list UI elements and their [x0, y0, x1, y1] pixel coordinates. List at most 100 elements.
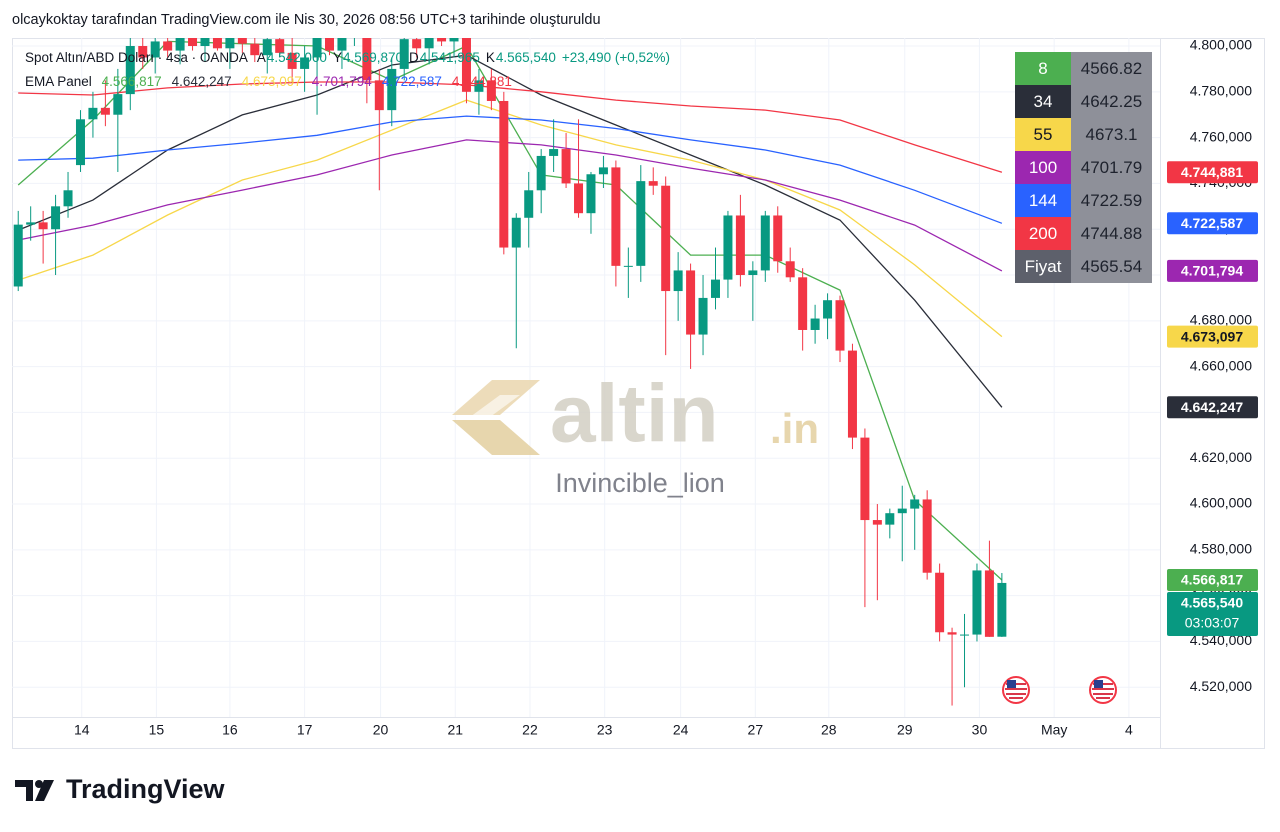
ohlc-value: 4.569,870	[342, 50, 404, 65]
candle-body	[760, 215, 770, 271]
ema-value: 4.642,247	[171, 74, 232, 89]
legend-indicator-line: EMA Panel 4.566,817 4.642,247 4.673,097 4.7…	[25, 74, 522, 89]
candle-body	[997, 582, 1007, 637]
candle-body	[374, 80, 384, 111]
price-label-box	[1167, 396, 1258, 419]
candle-body	[499, 100, 509, 248]
candle-body	[449, 38, 459, 42]
watermark-suffix: .in	[770, 405, 819, 452]
ohlc-value: 4.542,060	[266, 50, 327, 65]
ohlc-key: K	[485, 50, 495, 65]
candle-body	[524, 190, 534, 218]
price-label: 4.701,794	[1181, 263, 1243, 279]
candle-body	[847, 350, 857, 438]
y-tick-label: 4.660,000	[1190, 357, 1252, 373]
price-label-box	[1167, 212, 1258, 235]
candle-body	[38, 222, 48, 230]
candle-body	[586, 174, 596, 214]
table-value: 4673.1	[1071, 118, 1152, 151]
candle-body	[461, 38, 471, 92]
table-value: 4642.25	[1071, 85, 1152, 118]
header: olcaykoktay tarafından TradingView.com i…	[12, 12, 601, 28]
candle-body	[424, 38, 434, 49]
candle-body	[113, 94, 123, 115]
candle-body	[623, 265, 633, 267]
candle-body	[536, 155, 546, 191]
brand-logo	[15, 780, 54, 801]
price-label-box	[1167, 161, 1258, 184]
candle-body	[350, 28, 359, 33]
candle-body	[810, 318, 820, 330]
candle-body	[910, 499, 920, 509]
table-value: 4722.59	[1071, 184, 1152, 217]
price-label-box	[1167, 325, 1258, 348]
candle-body	[387, 68, 397, 111]
brand: TradingView	[66, 774, 226, 804]
ema-value: 4.722,587	[381, 74, 442, 89]
y-tick-label: 4.600,000	[1190, 495, 1252, 511]
x-tick-label: 4	[1125, 722, 1133, 738]
candle-body	[287, 52, 297, 69]
table-row: 200 4744.88	[1015, 217, 1152, 250]
candle-body	[362, 38, 372, 81]
watermark-logo	[452, 420, 540, 455]
candle-body	[922, 499, 932, 573]
candle-body	[75, 119, 85, 166]
x-tick-label: 28	[821, 722, 837, 738]
candle-body	[212, 38, 222, 49]
y-tick-label: 4.520,000	[1190, 678, 1252, 694]
candle-body	[300, 57, 310, 69]
change: +23,490 (+0,52%)	[561, 50, 670, 65]
x-tick-label: 20	[373, 722, 389, 738]
symbol: Spot Altın/ABD Doları · 4sa · OANDA	[25, 50, 248, 65]
watermark: altin .in Invincible_lion	[452, 369, 819, 498]
ema-value: 4.744,881	[451, 74, 512, 89]
price-label-box	[1167, 569, 1258, 592]
candle-body	[250, 43, 260, 56]
watermark-logo	[470, 395, 520, 417]
plot	[13, 28, 1007, 706]
candle-body	[262, 39, 272, 56]
candle-body	[885, 513, 895, 525]
candle-body	[561, 149, 571, 184]
candle-body	[686, 270, 696, 335]
x-tick-label: 23	[597, 722, 613, 738]
table-value: 4566.82	[1071, 52, 1152, 85]
candle-body	[661, 185, 671, 292]
candle-body	[872, 520, 882, 525]
price-label: 4.673,097	[1181, 328, 1243, 344]
candle-body	[13, 224, 23, 287]
price-label: 4.722,587	[1181, 215, 1243, 231]
candle-body	[188, 38, 198, 47]
candle-body	[138, 46, 148, 58]
x-tick-label: 21	[447, 722, 463, 738]
candle-body	[150, 41, 160, 58]
last-price-box	[1167, 591, 1258, 636]
candle-body	[673, 270, 683, 292]
ema-line	[17, 54, 1003, 408]
ohlc-key: D	[409, 50, 419, 65]
y-tick-label: 4.800,000	[1190, 37, 1252, 53]
candle-body	[723, 215, 733, 280]
ohlc-key: Y	[332, 50, 342, 65]
candle-body	[648, 181, 658, 186]
candle-body	[798, 277, 808, 330]
ema-value: 4.673,097	[241, 74, 302, 89]
candle-body	[735, 215, 745, 276]
candle-body	[935, 572, 945, 633]
candle-body	[785, 261, 795, 278]
candle-body	[972, 570, 982, 635]
table-period: 55	[1015, 118, 1071, 151]
table-row: 34 4642.25	[1015, 85, 1152, 118]
candle-body	[947, 632, 957, 635]
last-price-label: 4.565,540	[1181, 595, 1243, 611]
ema-table: 8 4566.82 34 4642.25 55 4673.1 100 4701.79 144 47…	[1015, 52, 1152, 283]
price-label-box	[1167, 259, 1258, 282]
candle-body	[598, 167, 608, 175]
table-period: 8	[1015, 52, 1071, 85]
author: Invincible_lion	[555, 468, 725, 498]
candle-body	[51, 206, 61, 230]
countdown: 03:03:07	[1185, 615, 1240, 631]
y-tick-label: 4.680,000	[1190, 312, 1252, 328]
x-tick-label: May	[1041, 722, 1067, 738]
